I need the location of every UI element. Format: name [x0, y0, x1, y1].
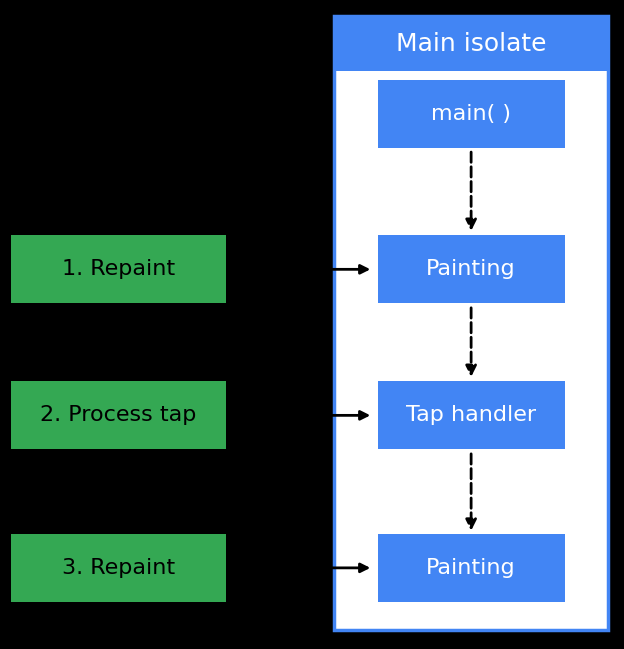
FancyBboxPatch shape — [378, 80, 565, 148]
Text: Painting: Painting — [426, 558, 516, 578]
FancyBboxPatch shape — [11, 236, 226, 304]
FancyBboxPatch shape — [11, 382, 226, 449]
Text: Tap handler: Tap handler — [406, 406, 536, 425]
Text: 1. Repaint: 1. Repaint — [62, 260, 175, 279]
Text: main( ): main( ) — [431, 104, 511, 123]
FancyBboxPatch shape — [378, 382, 565, 449]
Text: 2. Process tap: 2. Process tap — [41, 406, 197, 425]
FancyBboxPatch shape — [378, 236, 565, 304]
Text: 3. Repaint: 3. Repaint — [62, 558, 175, 578]
Text: Painting: Painting — [426, 260, 516, 279]
FancyBboxPatch shape — [378, 533, 565, 602]
FancyBboxPatch shape — [11, 533, 226, 602]
FancyBboxPatch shape — [334, 16, 608, 71]
FancyBboxPatch shape — [334, 16, 608, 630]
Text: Main isolate: Main isolate — [396, 32, 547, 56]
